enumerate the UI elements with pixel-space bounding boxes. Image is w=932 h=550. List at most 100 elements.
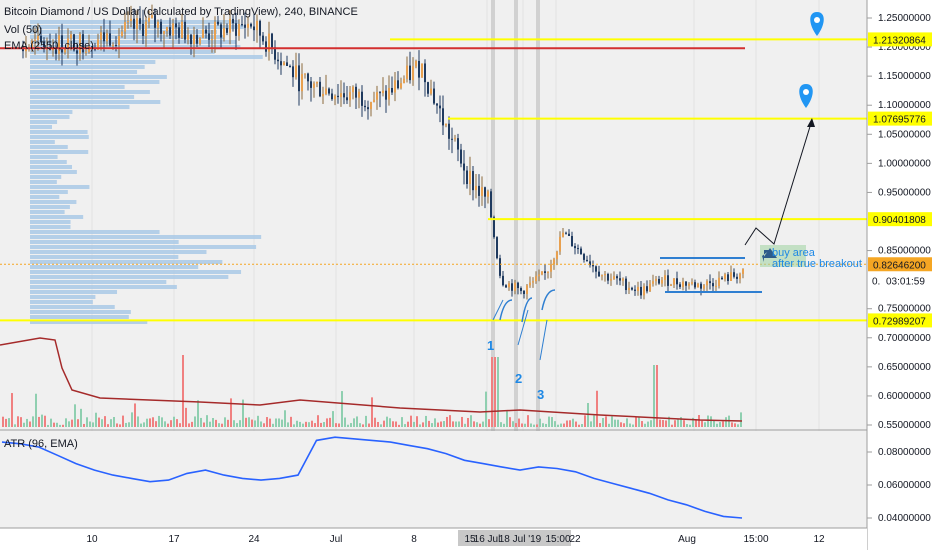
candle-body[interactable] bbox=[499, 258, 501, 276]
candle-body[interactable] bbox=[73, 34, 75, 51]
candle-body[interactable] bbox=[265, 41, 267, 52]
candle-body[interactable] bbox=[370, 102, 372, 110]
candle-body[interactable] bbox=[103, 32, 105, 42]
candle-body[interactable] bbox=[202, 29, 204, 38]
candle-body[interactable] bbox=[79, 34, 81, 54]
candle-body[interactable] bbox=[466, 170, 468, 185]
candle-body[interactable] bbox=[328, 88, 330, 94]
candle-body[interactable] bbox=[457, 138, 459, 150]
candle-body[interactable] bbox=[616, 276, 618, 279]
ema-indicator-label[interactable]: EMA (2550, close) bbox=[4, 40, 94, 52]
candle-body[interactable] bbox=[142, 23, 144, 37]
candle-body[interactable] bbox=[523, 290, 525, 295]
candle-body[interactable] bbox=[607, 273, 609, 281]
candle-body[interactable] bbox=[604, 273, 606, 276]
candle-body[interactable] bbox=[34, 39, 36, 41]
candle-body[interactable] bbox=[556, 251, 558, 260]
candle-body[interactable] bbox=[619, 278, 621, 281]
candle-body[interactable] bbox=[232, 18, 234, 24]
candle-body[interactable] bbox=[373, 99, 375, 103]
candle-body[interactable] bbox=[334, 95, 336, 100]
candle-body[interactable] bbox=[37, 35, 39, 40]
candle-body[interactable] bbox=[25, 48, 27, 52]
candle-body[interactable] bbox=[274, 47, 276, 60]
candle-body[interactable] bbox=[676, 278, 678, 285]
candle-body[interactable] bbox=[325, 88, 327, 95]
candle-body[interactable] bbox=[463, 163, 465, 171]
candle-body[interactable] bbox=[115, 44, 117, 46]
current-price-box[interactable] bbox=[868, 257, 932, 272]
candle-body[interactable] bbox=[70, 34, 72, 39]
candle-body[interactable] bbox=[628, 287, 630, 291]
candle-body[interactable] bbox=[448, 123, 450, 139]
candle-body[interactable] bbox=[43, 42, 45, 50]
candle-body[interactable] bbox=[280, 61, 282, 66]
candle-body[interactable] bbox=[529, 282, 531, 286]
candle-body[interactable] bbox=[154, 15, 156, 28]
candle-body[interactable] bbox=[736, 276, 738, 279]
candle-body[interactable] bbox=[310, 81, 312, 88]
candle-body[interactable] bbox=[553, 259, 555, 265]
candle-body[interactable] bbox=[241, 24, 243, 26]
candle-body[interactable] bbox=[271, 33, 273, 48]
candle-body[interactable] bbox=[532, 281, 534, 283]
candle-body[interactable] bbox=[430, 88, 432, 94]
candle-body[interactable] bbox=[649, 283, 651, 292]
candle-body[interactable] bbox=[637, 286, 639, 291]
candle-body[interactable] bbox=[391, 87, 393, 93]
candle-body[interactable] bbox=[511, 283, 513, 291]
candle-body[interactable] bbox=[490, 191, 492, 218]
candle-body[interactable] bbox=[151, 15, 153, 18]
candle-body[interactable] bbox=[253, 26, 255, 31]
candle-body[interactable] bbox=[367, 107, 369, 110]
candle-body[interactable] bbox=[358, 91, 360, 98]
candle-body[interactable] bbox=[295, 65, 297, 78]
candle-body[interactable] bbox=[679, 284, 681, 287]
candle-body[interactable] bbox=[718, 277, 720, 287]
candle-body[interactable] bbox=[652, 281, 654, 284]
candle-body[interactable] bbox=[496, 237, 498, 259]
candle-body[interactable] bbox=[424, 63, 426, 83]
candle-body[interactable] bbox=[268, 33, 270, 52]
candle-body[interactable] bbox=[145, 21, 147, 37]
candle-body[interactable] bbox=[601, 275, 603, 277]
candle-body[interactable] bbox=[157, 21, 159, 28]
level-price-box[interactable] bbox=[868, 313, 932, 328]
candle-body[interactable] bbox=[472, 171, 474, 191]
candle-body[interactable] bbox=[742, 268, 744, 274]
candle-body[interactable] bbox=[304, 73, 306, 75]
candle-body[interactable] bbox=[175, 23, 177, 28]
candle-body[interactable] bbox=[94, 48, 96, 50]
candle-body[interactable] bbox=[622, 278, 624, 281]
candle-body[interactable] bbox=[286, 62, 288, 66]
candle-body[interactable] bbox=[190, 34, 192, 45]
candle-body[interactable] bbox=[283, 62, 285, 66]
candle-body[interactable] bbox=[508, 283, 510, 288]
candle-body[interactable] bbox=[709, 281, 711, 284]
candle-body[interactable] bbox=[418, 60, 420, 78]
candle-body[interactable] bbox=[355, 86, 357, 98]
candle-body[interactable] bbox=[169, 27, 171, 36]
candle-body[interactable] bbox=[475, 185, 477, 191]
candle-body[interactable] bbox=[385, 90, 387, 100]
level-price-box[interactable] bbox=[868, 212, 932, 227]
candle-body[interactable] bbox=[589, 261, 591, 266]
candle-body[interactable] bbox=[100, 32, 102, 40]
candle-body[interactable] bbox=[583, 254, 585, 260]
candle-body[interactable] bbox=[82, 34, 84, 53]
map-pin-icon[interactable] bbox=[810, 12, 824, 36]
candle-body[interactable] bbox=[250, 23, 252, 27]
candle-body[interactable] bbox=[235, 23, 237, 36]
candle-body[interactable] bbox=[160, 21, 162, 34]
candle-body[interactable] bbox=[205, 29, 207, 34]
candle-body[interactable] bbox=[112, 44, 114, 46]
candle-body[interactable] bbox=[364, 105, 366, 108]
candle-body[interactable] bbox=[610, 279, 612, 281]
candle-body[interactable] bbox=[199, 37, 201, 44]
candle-body[interactable] bbox=[412, 66, 414, 81]
candle-body[interactable] bbox=[400, 83, 402, 89]
candle-body[interactable] bbox=[133, 18, 135, 29]
candle-body[interactable] bbox=[121, 31, 123, 36]
candle-body[interactable] bbox=[670, 284, 672, 286]
candle-body[interactable] bbox=[67, 38, 69, 49]
